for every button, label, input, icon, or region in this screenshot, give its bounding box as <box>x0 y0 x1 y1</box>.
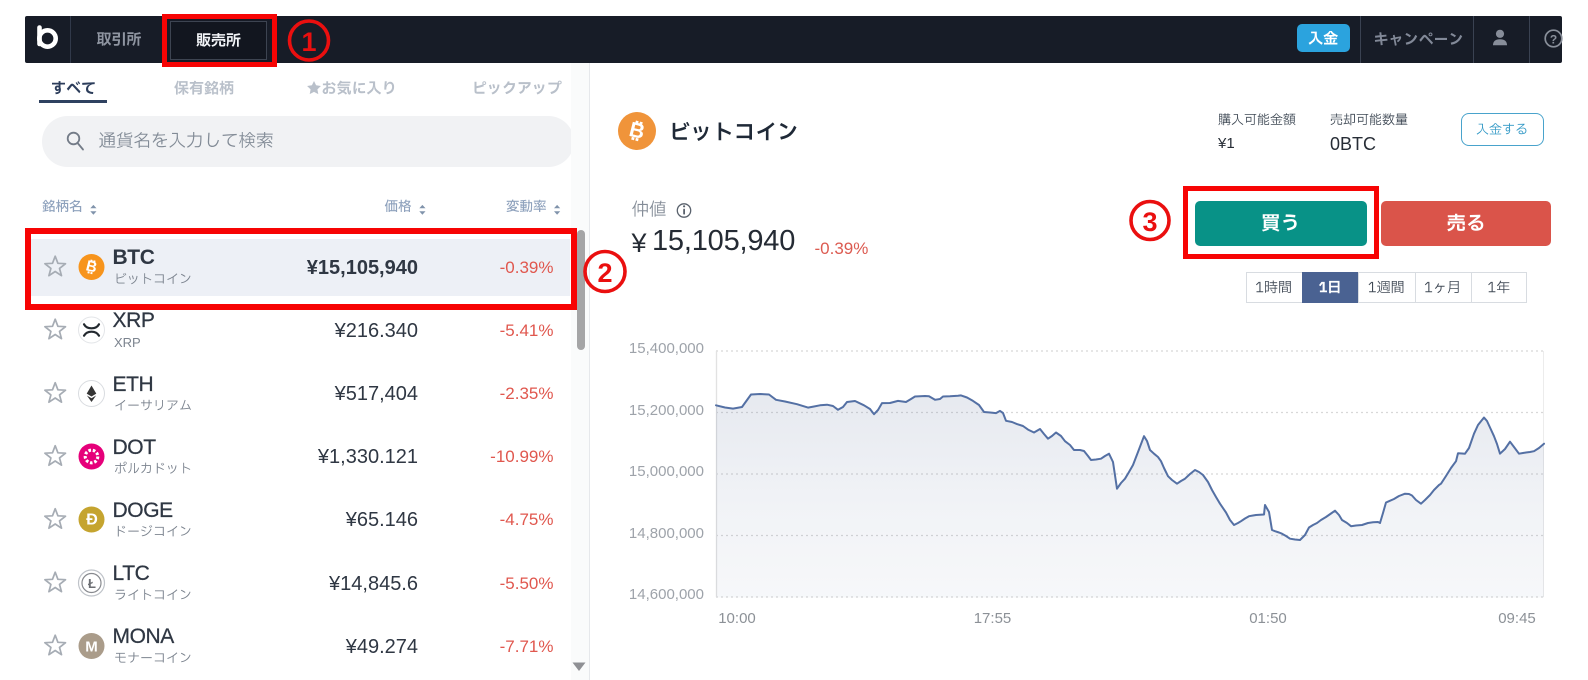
svg-text:2: 2 <box>597 258 612 288</box>
svg-text:Ł: Ł <box>88 576 96 591</box>
svg-text:Đ: Đ <box>86 512 98 529</box>
svg-text:M: M <box>85 639 98 656</box>
svg-text:?: ? <box>1550 32 1557 46</box>
svg-text:1: 1 <box>301 27 316 57</box>
svg-text:3: 3 <box>1142 207 1157 237</box>
